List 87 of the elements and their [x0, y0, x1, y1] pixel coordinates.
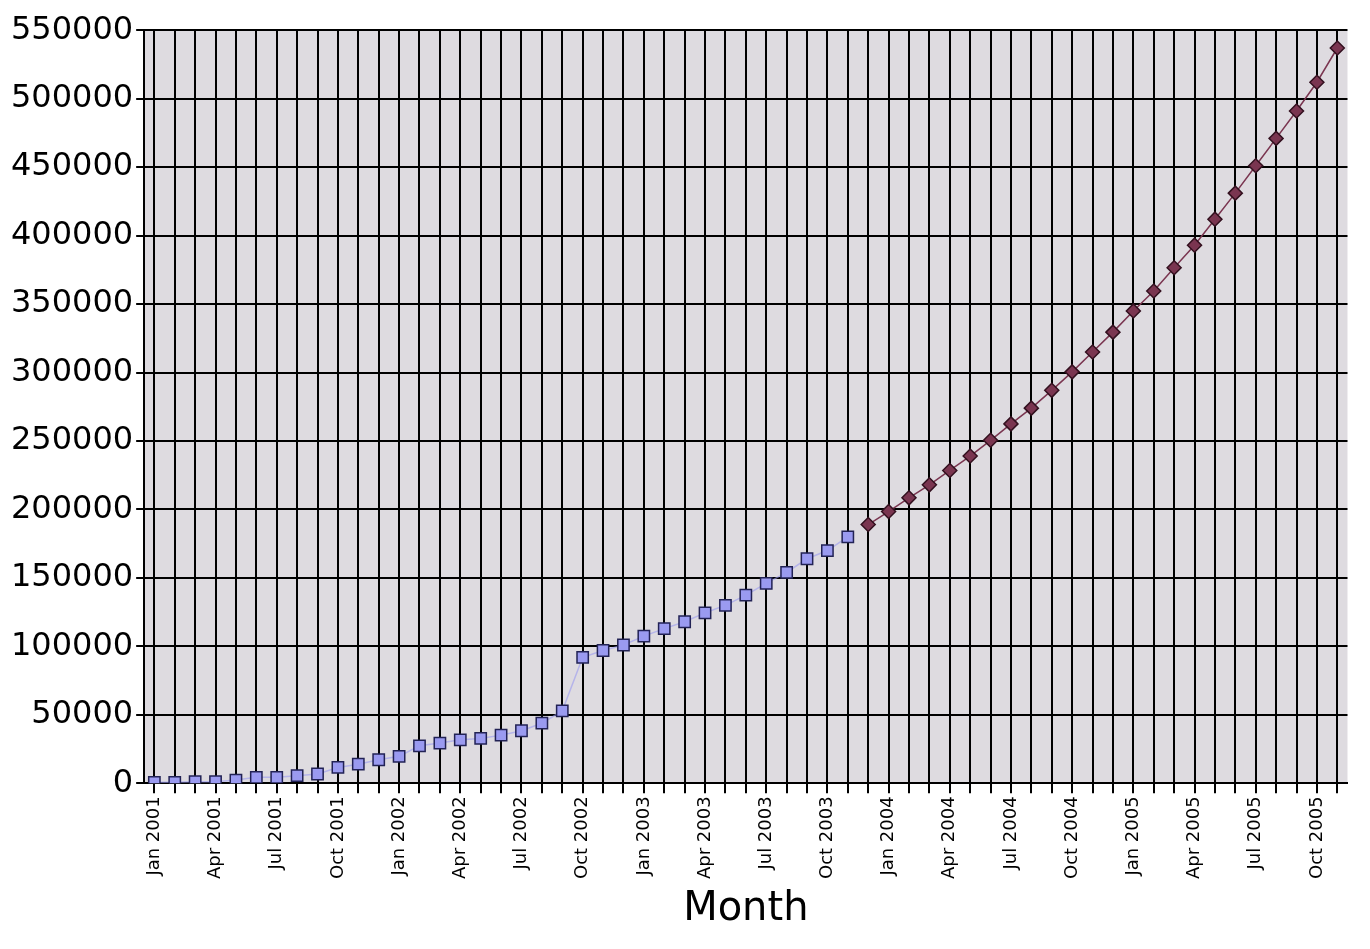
x-tick-label: Jan 2003	[631, 796, 653, 877]
point	[596, 644, 610, 657]
x-tick-label: Oct 2003	[815, 796, 837, 879]
point	[1288, 103, 1305, 119]
point	[1023, 400, 1040, 416]
x-tick-label: Jan 2001	[142, 796, 164, 877]
x-tick-label: Apr 2005	[1182, 796, 1204, 879]
point	[657, 622, 671, 635]
point	[1064, 364, 1080, 380]
point	[494, 728, 508, 742]
point	[880, 503, 897, 520]
point	[1309, 74, 1325, 90]
point	[331, 761, 345, 774]
point	[535, 716, 549, 730]
point	[962, 448, 978, 464]
x-tick-label: Jul 2001	[264, 796, 286, 871]
point	[290, 769, 304, 783]
point	[453, 733, 467, 747]
x-tick-label: Jul 2004	[998, 796, 1020, 871]
point	[982, 432, 999, 449]
point	[1105, 324, 1121, 340]
point	[474, 732, 488, 745]
y-tick-label: 400000	[11, 213, 134, 252]
y-tick-label: 200000	[11, 487, 134, 526]
y-tick-label: 100000	[11, 624, 134, 663]
y-tick-label: 150000	[11, 556, 134, 595]
point	[739, 588, 753, 602]
point	[821, 544, 834, 557]
x-tick-label: Jan 2004	[876, 796, 898, 877]
point	[351, 757, 365, 771]
x-tick-label: Jan 2005	[1121, 796, 1143, 877]
point	[759, 577, 773, 590]
point	[841, 530, 855, 544]
point	[800, 552, 814, 566]
point	[719, 598, 732, 612]
point	[1207, 211, 1223, 227]
point	[1227, 185, 1244, 201]
x-tick-label: Oct 2005	[1304, 796, 1326, 879]
point	[698, 606, 712, 620]
point	[1125, 303, 1142, 319]
point	[311, 767, 324, 781]
point	[942, 462, 958, 479]
point	[1329, 40, 1346, 56]
y-tick-label: 550000	[11, 8, 134, 47]
point	[678, 615, 692, 629]
y-tick-label: 0	[112, 761, 134, 800]
x-tick-label: Oct 2001	[325, 796, 347, 879]
x-axis-title: Month	[683, 883, 809, 930]
y-tick-label: 350000	[11, 282, 134, 321]
point	[270, 770, 284, 784]
point	[637, 629, 651, 643]
point	[555, 704, 569, 718]
x-tick-label: Jul 2005	[1243, 796, 1265, 871]
x-tick-label: Apr 2004	[937, 796, 959, 879]
point	[901, 490, 917, 506]
point	[1166, 260, 1182, 276]
point	[1044, 382, 1060, 399]
x-tick-label: Apr 2001	[203, 796, 225, 879]
x-tick-label: Oct 2004	[1059, 796, 1081, 879]
y-tick-label: 500000	[11, 76, 134, 115]
x-tick-label: Apr 2003	[692, 796, 714, 879]
point	[1186, 237, 1203, 253]
y-tick-label: 300000	[11, 350, 134, 389]
point	[1003, 416, 1019, 432]
x-tick-label: Oct 2002	[570, 796, 592, 879]
point	[576, 650, 590, 664]
point	[1145, 283, 1162, 299]
x-tick-label: Jan 2002	[386, 796, 408, 877]
point	[1247, 158, 1264, 174]
point	[780, 566, 794, 579]
point	[413, 739, 426, 753]
point	[433, 736, 447, 750]
point	[921, 477, 938, 493]
y-tick-label: 450000	[11, 145, 134, 184]
y-tick-label: 50000	[31, 693, 134, 732]
point	[1268, 130, 1284, 147]
point	[515, 724, 528, 738]
x-tick-label: Jul 2002	[509, 796, 531, 871]
x-tick-label: Jul 2003	[753, 796, 775, 871]
point	[249, 770, 263, 784]
point	[1084, 344, 1101, 360]
y-tick-label: 250000	[11, 419, 134, 458]
x-tick-label: Apr 2002	[447, 796, 469, 879]
point	[392, 749, 406, 763]
point	[617, 638, 630, 652]
point	[860, 516, 876, 533]
point	[372, 753, 386, 767]
